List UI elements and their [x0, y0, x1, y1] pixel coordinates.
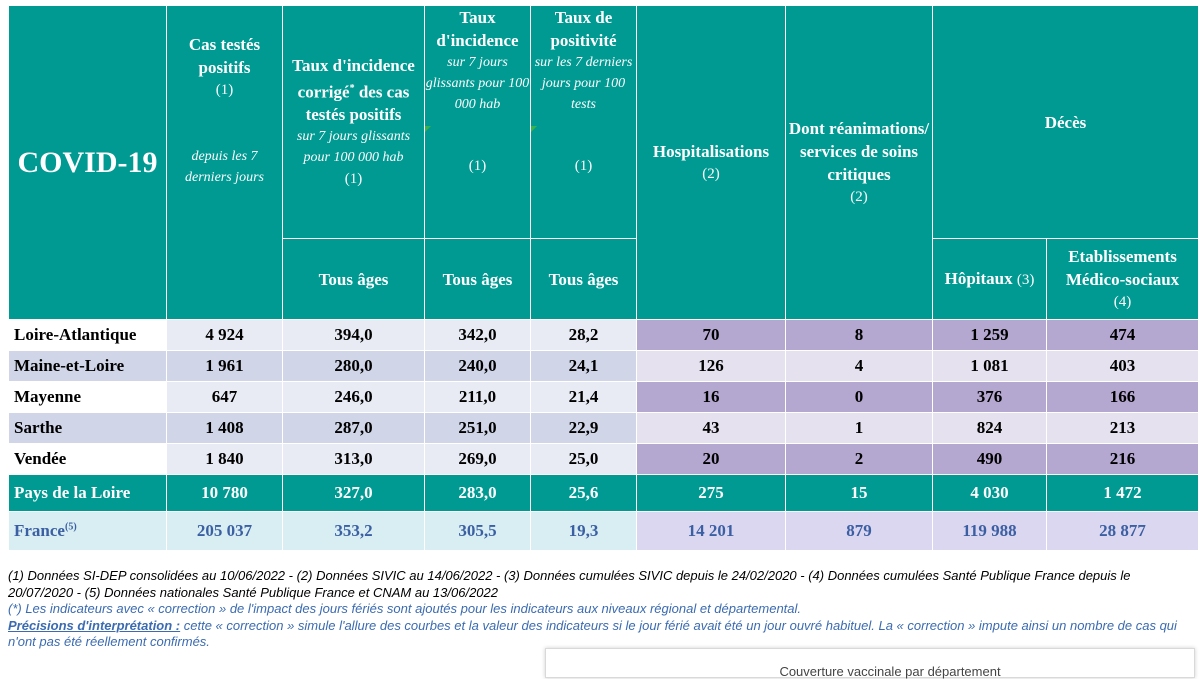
header-taux-corrige: Taux d'incidence corrigé* des cas testés… — [282, 5, 425, 239]
cell-taux-positivite: 25,6 — [530, 474, 637, 512]
cell-taux-positivite: 25,0 — [530, 443, 637, 475]
subheader-tous-ages: Tous âges — [424, 238, 531, 320]
cell-cas: 10 780 — [166, 474, 283, 512]
cell-taux-positivite: 22,9 — [530, 412, 637, 444]
region-row: Pays de la Loire 10 780 327,0 283,0 25,6… — [8, 474, 1199, 512]
cell-deces-hopitaux: 4 030 — [932, 474, 1047, 512]
cell-taux-positivite: 21,4 — [530, 381, 637, 413]
cell-reanimations: 15 — [785, 474, 933, 512]
cell-taux-incidence: 251,0 — [424, 412, 531, 444]
footnote-precisions: Précisions d'interprétation : cette « co… — [8, 617, 1177, 650]
footnote-star: (*) Les indicateurs avec « correction » … — [8, 601, 802, 616]
vaccination-coverage-popup[interactable]: Couverture vaccinale par département — [545, 648, 1195, 679]
department-name: Maine-et-Loire — [8, 350, 167, 382]
cell-taux-positivite: 28,2 — [530, 319, 637, 351]
cell-deces-ems: 166 — [1046, 381, 1199, 413]
subheader-tous-ages: Tous âges — [530, 238, 637, 320]
cell-taux-incidence: 283,0 — [424, 474, 531, 512]
cell-reanimations: 8 — [785, 319, 933, 351]
cell-taux-positivite: 24,1 — [530, 350, 637, 382]
cell-deces-ems: 474 — [1046, 319, 1199, 351]
header-deces: Décès — [932, 5, 1199, 239]
footnotes: (1) Données SI-DEP consolidées au 10/06/… — [8, 568, 1193, 651]
cell-deces-ems: 403 — [1046, 350, 1199, 382]
cell-deces-ems: 213 — [1046, 412, 1199, 444]
cell-hospitalisations: 14 201 — [636, 511, 786, 551]
comment-marker-icon — [531, 126, 537, 132]
cell-taux-corrige: 246,0 — [282, 381, 425, 413]
cell-taux-corrige: 394,0 — [282, 319, 425, 351]
header-hospitalisations: Hospitalisations (2) — [636, 5, 786, 320]
cell-deces-ems: 1 472 — [1046, 474, 1199, 512]
cell-taux-incidence: 269,0 — [424, 443, 531, 475]
cell-deces-ems: 28 877 — [1046, 511, 1199, 551]
cell-reanimations: 0 — [785, 381, 933, 413]
cell-reanimations: 1 — [785, 412, 933, 444]
table-row: Sarthe 1 408 287,0 251,0 22,9 43 1 824 2… — [8, 412, 1199, 444]
table-title: COVID-19 — [8, 5, 167, 320]
cell-deces-hopitaux: 1 259 — [932, 319, 1047, 351]
header-taux-incidence: Taux d'incidence sur 7 jours glissants p… — [424, 5, 531, 239]
cell-taux-corrige: 353,2 — [282, 511, 425, 551]
france-row: France(5) 205 037 353,2 305,5 19,3 14 20… — [8, 511, 1199, 551]
cell-deces-hopitaux: 490 — [932, 443, 1047, 475]
footnote-sources: (1) Données SI-DEP consolidées au 10/06/… — [8, 568, 1131, 600]
subheader-hopitaux: Hôpitaux (3) — [932, 238, 1047, 320]
cell-hospitalisations: 126 — [636, 350, 786, 382]
cell-taux-corrige: 313,0 — [282, 443, 425, 475]
cell-cas: 4 924 — [166, 319, 283, 351]
cell-cas: 647 — [166, 381, 283, 413]
france-name: France(5) — [8, 511, 167, 551]
department-name: Vendée — [8, 443, 167, 475]
table-row: Maine-et-Loire 1 961 280,0 240,0 24,1 12… — [8, 350, 1199, 382]
comment-marker-icon — [425, 126, 431, 132]
cell-taux-corrige: 327,0 — [282, 474, 425, 512]
table-row: Vendée 1 840 313,0 269,0 25,0 20 2 490 2… — [8, 443, 1199, 475]
header-reanimations: Dont réanimations/ services de soins cri… — [785, 5, 933, 320]
table-row: Mayenne 647 246,0 211,0 21,4 16 0 376 16… — [8, 381, 1199, 413]
department-name: Loire-Atlantique — [8, 319, 167, 351]
cell-hospitalisations: 20 — [636, 443, 786, 475]
table-row: Loire-Atlantique 4 924 394,0 342,0 28,2 … — [8, 319, 1199, 351]
department-name: Sarthe — [8, 412, 167, 444]
cell-reanimations: 879 — [785, 511, 933, 551]
cell-cas: 1 408 — [166, 412, 283, 444]
cell-taux-incidence: 240,0 — [424, 350, 531, 382]
covid-table: COVID-19 Cas testés positifs (1) depuis … — [8, 5, 1199, 551]
cell-hospitalisations: 16 — [636, 381, 786, 413]
cell-cas: 1 961 — [166, 350, 283, 382]
cell-reanimations: 4 — [785, 350, 933, 382]
cell-reanimations: 2 — [785, 443, 933, 475]
cell-hospitalisations: 43 — [636, 412, 786, 444]
subheader-tous-ages: Tous âges — [282, 238, 425, 320]
header-cas-testes: Cas testés positifs (1) depuis les 7 der… — [166, 5, 283, 320]
subheader-etablissements: Etablissements Médico-sociaux (4) — [1046, 238, 1199, 320]
cell-taux-incidence: 342,0 — [424, 319, 531, 351]
cell-deces-hopitaux: 119 988 — [932, 511, 1047, 551]
region-name: Pays de la Loire — [8, 474, 167, 512]
cell-deces-hopitaux: 376 — [932, 381, 1047, 413]
cell-taux-corrige: 280,0 — [282, 350, 425, 382]
cell-deces-hopitaux: 1 081 — [932, 350, 1047, 382]
cell-cas: 205 037 — [166, 511, 283, 551]
department-name: Mayenne — [8, 381, 167, 413]
cell-taux-positivite: 19,3 — [530, 511, 637, 551]
cell-taux-corrige: 287,0 — [282, 412, 425, 444]
header-taux-positivite: Taux de positivité sur les 7 derniers jo… — [530, 5, 637, 239]
cell-deces-ems: 216 — [1046, 443, 1199, 475]
cell-hospitalisations: 275 — [636, 474, 786, 512]
cell-taux-incidence: 305,5 — [424, 511, 531, 551]
cell-hospitalisations: 70 — [636, 319, 786, 351]
cell-taux-incidence: 211,0 — [424, 381, 531, 413]
cell-cas: 1 840 — [166, 443, 283, 475]
cell-deces-hopitaux: 824 — [932, 412, 1047, 444]
